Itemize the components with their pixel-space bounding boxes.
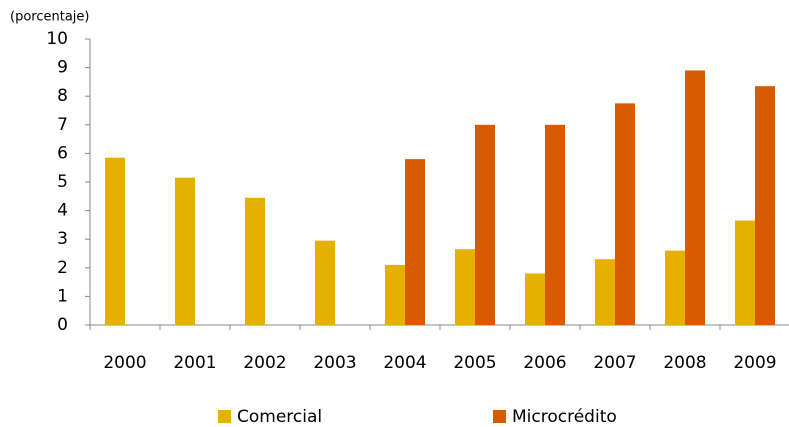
y-tick-label: 6 [57,143,68,163]
x-tick-label: 2003 [313,353,356,373]
bar [385,264,405,325]
legend-swatch [493,410,506,423]
y-tick-label: 2 [57,258,68,278]
legend-swatch [218,410,231,423]
y-axis-label: (porcentaje) [10,10,89,25]
y-tick-label: 3 [57,229,68,249]
bar [105,157,125,325]
bar [595,259,615,325]
y-tick-label: 1 [57,286,68,306]
bar [755,86,775,325]
y-tick-label: 5 [57,172,68,192]
bar [665,250,685,325]
bar [615,103,635,325]
x-tick-label: 2005 [453,353,496,373]
bar [245,197,265,325]
y-tick-label: 7 [57,115,68,135]
bar [175,177,195,325]
bar [315,240,335,325]
x-tick-label: 2001 [173,353,216,373]
legend-label: Comercial [237,407,322,427]
x-tick-label: 2006 [523,353,566,373]
x-tick-label: 2000 [103,353,146,373]
bar [545,124,565,325]
y-tick-label: 8 [57,86,68,106]
x-tick-label: 2009 [733,353,776,373]
bar [455,249,475,325]
bar [525,273,545,325]
y-tick-label: 9 [57,58,68,78]
y-tick-label: 0 [57,315,68,335]
x-tick-label: 2004 [383,353,426,373]
x-tick-label: 2007 [593,353,636,373]
bar [405,159,425,325]
x-tick-label: 2002 [243,353,286,373]
legend-label: Microcrédito [512,407,617,427]
y-tick-label: 4 [57,201,68,221]
x-tick-label: 2008 [663,353,706,373]
bar [475,124,495,325]
bar [735,220,755,325]
y-tick-label: 10 [46,29,68,49]
bar [685,70,705,326]
